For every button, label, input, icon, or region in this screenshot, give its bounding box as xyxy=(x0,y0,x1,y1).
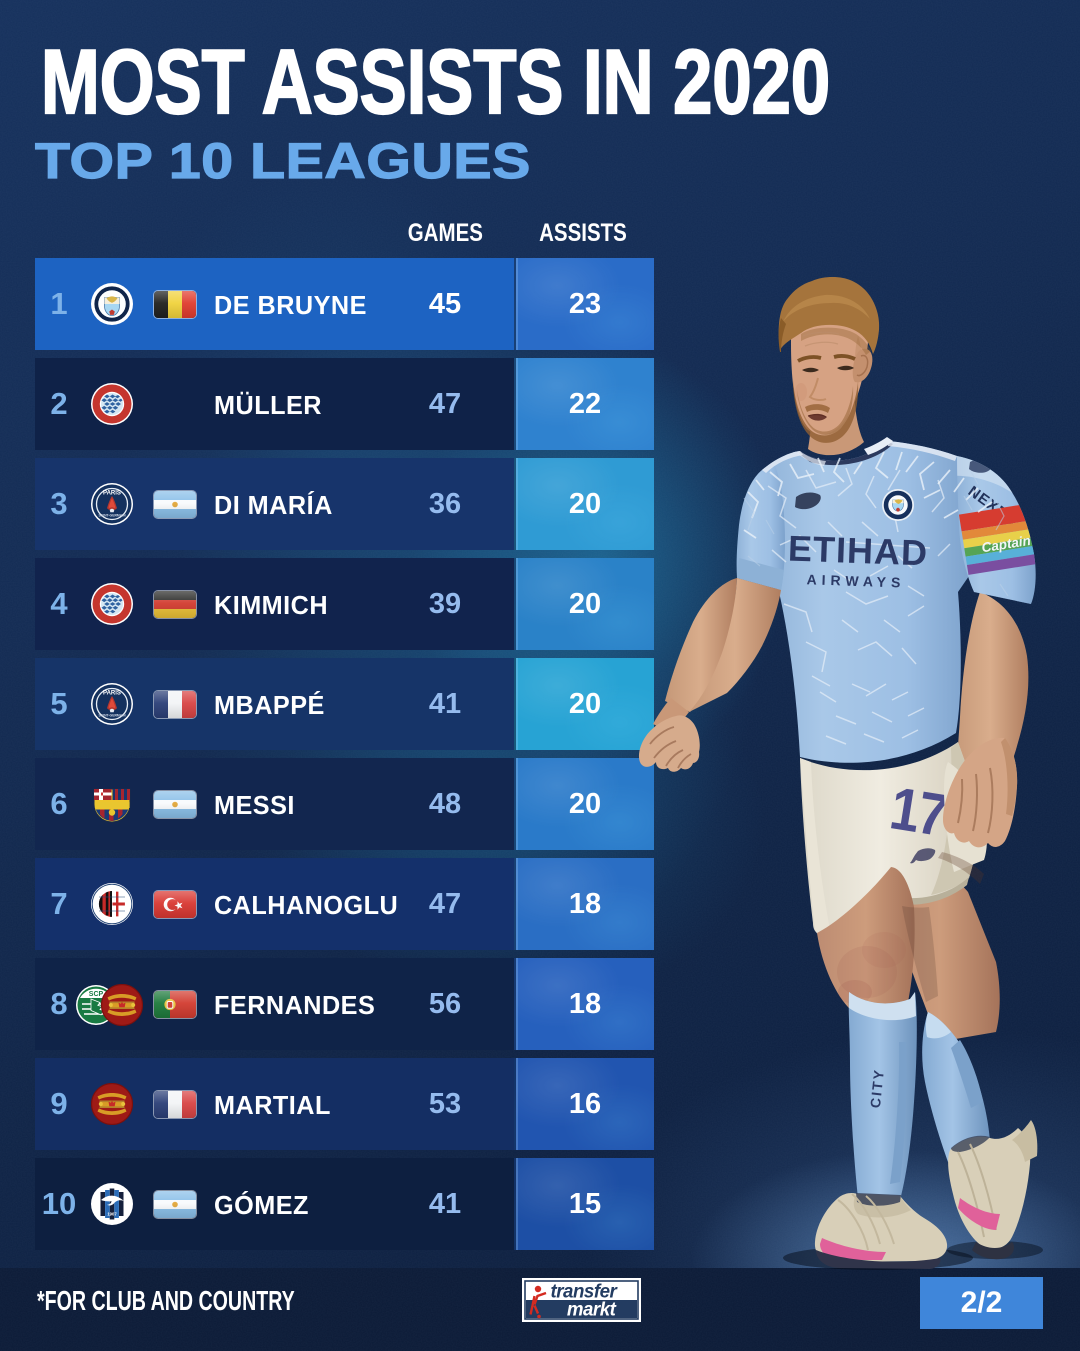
svg-text:17: 17 xyxy=(886,774,951,849)
svg-text:PARIS: PARIS xyxy=(103,691,121,697)
svg-text:markt: markt xyxy=(567,1299,618,1320)
svg-text:AIRWAYS: AIRWAYS xyxy=(806,571,905,590)
svg-text:transfer: transfer xyxy=(551,1281,619,1302)
svg-text:ETIHAD: ETIHAD xyxy=(787,528,928,574)
svg-text:SAINT-GERMAIN: SAINT-GERMAIN xyxy=(98,513,126,517)
svg-text:1907: 1907 xyxy=(107,1212,117,1217)
svg-text:PARIS: PARIS xyxy=(103,491,121,497)
svg-text:CITY: CITY xyxy=(867,1067,887,1108)
svg-text:SAINT-GERMAIN: SAINT-GERMAIN xyxy=(98,713,126,717)
svg-text:SCP: SCP xyxy=(89,991,104,998)
